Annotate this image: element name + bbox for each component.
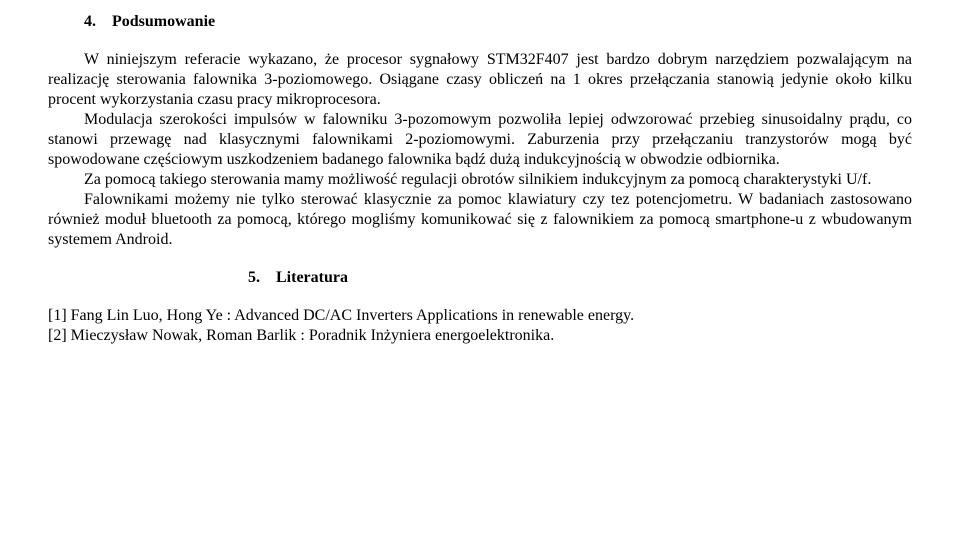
section-4-heading: 4. Podsumowanie bbox=[84, 12, 912, 32]
paragraph: Falownikami możemy nie tylko sterować kl… bbox=[48, 190, 912, 250]
reference-item: [1] Fang Lin Luo, Hong Ye : Advanced DC/… bbox=[48, 306, 912, 326]
paragraph: W niniejszym referacie wykazano, że proc… bbox=[48, 50, 912, 110]
paragraph: Za pomocą takiego sterowania mamy możliw… bbox=[48, 170, 912, 190]
paragraph: Modulacja szerokości impulsów w falownik… bbox=[48, 110, 912, 170]
reference-item: [2] Mieczysław Nowak, Roman Barlik : Por… bbox=[48, 326, 912, 346]
section-4-body: W niniejszym referacie wykazano, że proc… bbox=[48, 50, 912, 250]
section-4-number: 4. bbox=[84, 13, 96, 30]
section-4-title: Podsumowanie bbox=[112, 13, 215, 30]
references-list: [1] Fang Lin Luo, Hong Ye : Advanced DC/… bbox=[48, 306, 912, 346]
section-5-title: Literatura bbox=[276, 269, 348, 286]
section-5-number: 5. bbox=[248, 269, 260, 286]
section-5-heading: 5. Literatura bbox=[248, 268, 912, 288]
